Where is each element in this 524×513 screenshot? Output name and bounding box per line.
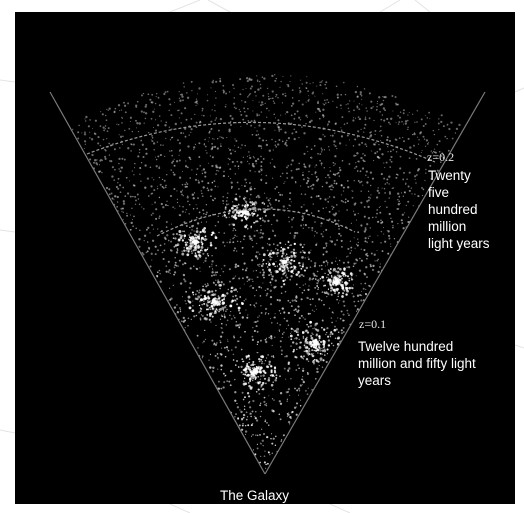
near-distance-label: Twelve hundred million and fifty light y…	[358, 339, 476, 388]
arc-z-0-1	[156, 208, 356, 237]
galaxy-distribution	[66, 74, 464, 469]
arc-z-0-2	[86, 121, 436, 163]
galaxy-survey-wedge	[49, 74, 486, 475]
far-distance-label: Twenty five hundred million light years	[428, 168, 490, 251]
origin-label: The Galaxy	[220, 488, 290, 503]
z-label-near: z=0.1	[359, 317, 387, 331]
wedge-left-edge	[49, 91, 266, 475]
redshift-survey-panel: z=0.2 Twenty five hundred million light …	[15, 12, 515, 504]
wedge-right-edge	[264, 91, 486, 475]
z-label-far: z=0.2	[427, 150, 455, 164]
